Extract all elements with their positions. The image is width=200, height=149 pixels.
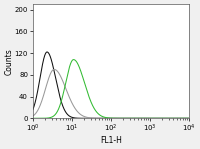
X-axis label: FL1-H: FL1-H — [100, 136, 122, 145]
Y-axis label: Counts: Counts — [4, 48, 13, 75]
